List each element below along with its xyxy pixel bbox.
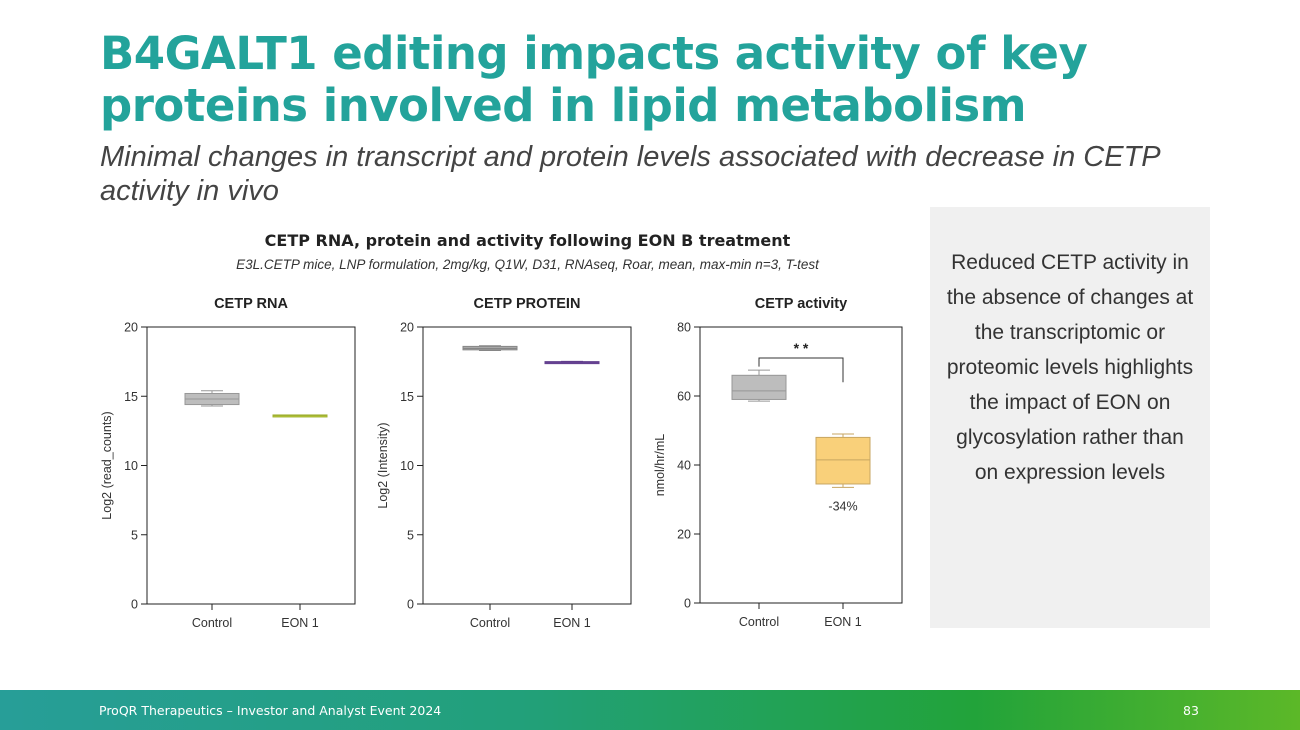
significance-stars: * * (794, 340, 809, 356)
y-tick-label: 20 (124, 321, 138, 335)
chart-title: CETP activity (755, 296, 847, 312)
y-tick-label: 20 (400, 321, 414, 335)
x-tick-label: EON 1 (824, 615, 862, 629)
footer: ProQR Therapeutics – Investor and Analys… (0, 690, 1300, 730)
plot-frame (146, 326, 356, 605)
y-axis-label: Log2 (Intensity) (376, 422, 390, 508)
chart-title: CETP RNA (214, 296, 288, 312)
x-tick-label: Control (192, 616, 232, 630)
summary-panel: Reduced CETP activity in the absence of … (930, 207, 1210, 628)
y-tick-label: 0 (131, 598, 138, 612)
y-tick-label: 10 (400, 459, 414, 473)
y-tick-label: 5 (131, 528, 138, 542)
significance-bracket (758, 357, 844, 383)
x-tick-label: EON 1 (553, 616, 591, 630)
slide-title: B4GALT1 editing impacts activity of key … (100, 27, 1088, 132)
box-control (731, 374, 787, 400)
plot-frame (699, 326, 903, 604)
y-tick-label: 15 (400, 390, 414, 404)
figure-subtitle: E3L.CETP mice, LNP formulation, 2mg/kg, … (236, 257, 819, 272)
box-eon-1 (815, 436, 871, 485)
figure-title: CETP RNA, protein and activity following… (264, 231, 791, 250)
y-tick-label: 15 (124, 390, 138, 404)
y-tick-label: 40 (677, 459, 691, 473)
y-tick-label: 60 (677, 390, 691, 404)
box-plot-charts: CETP RNA 0 5 10 15 20 Log2 (read_counts) Contro… (100, 296, 903, 630)
y-tick-label: 10 (124, 459, 138, 473)
y-tick-label: 5 (407, 528, 414, 542)
x-tick-label: Control (739, 615, 779, 629)
y-axis-label: Log2 (read_counts) (100, 411, 114, 519)
y-axis-label: nmol/hr/mL (653, 434, 667, 497)
x-tick-label: EON 1 (281, 616, 319, 630)
y-tick-label: 0 (407, 598, 414, 612)
percent-change-label: -34% (828, 499, 857, 513)
summary-text: Reduced CETP activity in the absence of … (946, 251, 1194, 484)
chart-title: CETP PROTEIN (474, 296, 581, 312)
plot-frame (422, 326, 632, 605)
y-tick-label: 0 (684, 597, 691, 611)
slide-subtitle: Minimal changes in transcript and protei… (100, 141, 1160, 207)
y-tick-label: 80 (677, 321, 691, 335)
y-tick-label: 20 (677, 528, 691, 542)
x-tick-label: Control (470, 616, 510, 630)
footer-text: ProQR Therapeutics – Investor and Analys… (99, 703, 442, 718)
page-number: 83 (1183, 703, 1199, 718)
